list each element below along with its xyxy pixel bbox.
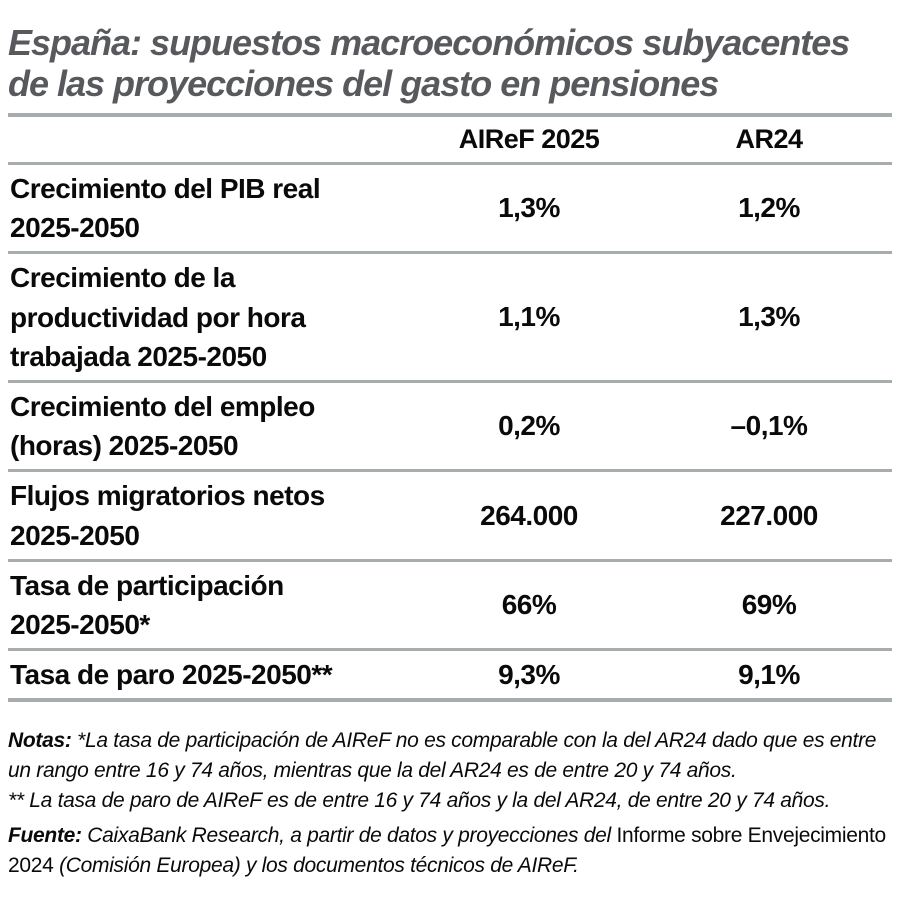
row-label: Crecimiento de la productividad por hora…	[10, 262, 306, 372]
row-label: Flujos migratorios netos 2025-2050	[10, 480, 325, 551]
row-label: Tasa de paro 2025-2050**	[10, 659, 333, 691]
airef-value: 0,2%	[498, 410, 560, 442]
source-label: Fuente:	[8, 823, 88, 847]
table-header-row: AIReF 2025 AR24	[8, 117, 892, 166]
column-header-ar24: AR24	[735, 124, 803, 155]
figure-title: España: supuestos macroeconómicos subyac…	[8, 22, 850, 105]
table-row: Crecimiento del PIB real 2025-2050 1,3% …	[8, 165, 892, 255]
airef-value: 66%	[501, 588, 557, 620]
airef-value: 1,3%	[498, 192, 560, 224]
notes-block: Notas: *La tasa de participación de AIRe…	[8, 726, 892, 815]
note-2: ** La tasa de paro de AIReF es de entre …	[8, 786, 892, 816]
row-label: Crecimiento del empleo (horas) 2025-2050	[10, 391, 315, 462]
note-2-text: ** La tasa de paro de AIReF es de entre …	[8, 788, 831, 812]
ar24-value: –0,1%	[730, 410, 808, 442]
ar24-value: 9,1%	[738, 658, 800, 690]
table-row: Flujos migratorios netos 2025-2050 264.0…	[8, 472, 892, 562]
ar24-value: 1,2%	[738, 192, 800, 224]
source-text-upright: Informe sobre Envejecimiento 2024	[8, 823, 886, 877]
table-row: Crecimiento de la productividad por hora…	[8, 254, 892, 383]
source-text-italic-2: (Comisión Europea) y los documentos técn…	[59, 853, 579, 877]
column-header-airef: AIReF 2025	[458, 124, 600, 155]
row-label: Crecimiento del PIB real 2025-2050	[10, 173, 321, 244]
table-row: Tasa de paro 2025-2050** 9,3% 9,1%	[8, 651, 892, 703]
assumptions-table: AIReF 2025 AR24 Crecimiento del PIB real…	[8, 113, 892, 703]
ar24-value: 1,3%	[738, 301, 800, 333]
source-block: Fuente: CaixaBank Research, a partir de …	[8, 821, 892, 881]
ar24-value: 227.000	[720, 499, 818, 531]
source-text-italic-1: CaixaBank Research, a partir de datos y …	[87, 823, 617, 847]
airef-value: 264.000	[480, 499, 578, 531]
row-label: Tasa de participación 2025-2050*	[10, 569, 284, 640]
notes-label: Notas:	[8, 729, 78, 753]
note-1-text: *La tasa de participación de AIReF no es…	[8, 729, 877, 783]
airef-value: 9,3%	[498, 658, 560, 690]
airef-value: 1,1%	[498, 301, 560, 333]
header-empty-cell	[8, 136, 438, 144]
table-row: Crecimiento del empleo (horas) 2025-2050…	[8, 383, 892, 473]
table-row: Tasa de participación 2025-2050* 66% 69%	[8, 562, 892, 652]
note-1: Notas: *La tasa de participación de AIRe…	[8, 726, 892, 786]
ar24-value: 69%	[741, 588, 797, 620]
